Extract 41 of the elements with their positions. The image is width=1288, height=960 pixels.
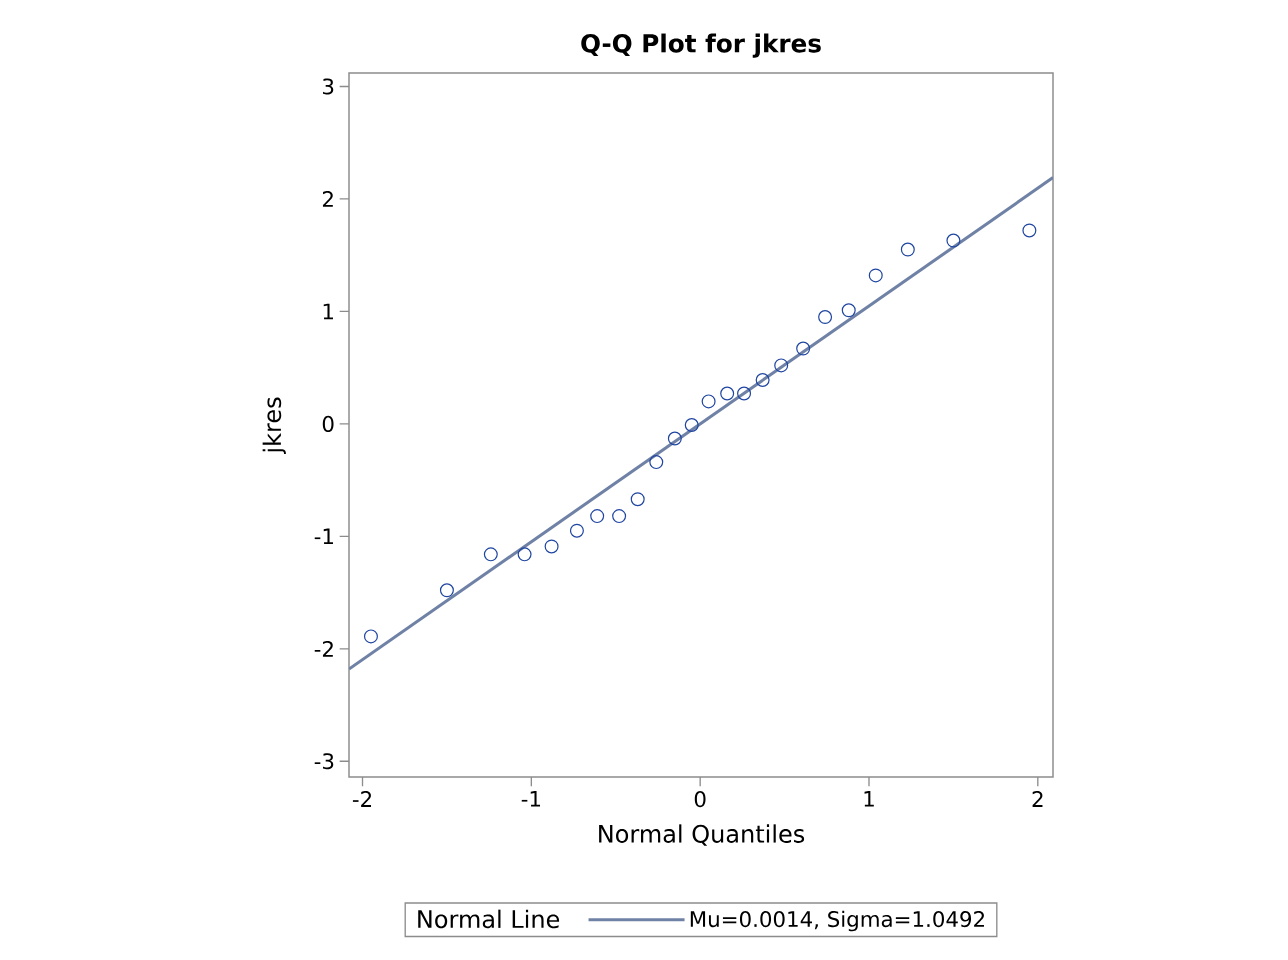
y-tick-label: 1 [323,303,333,320]
point [569,523,584,538]
y-tick-label: 2 [322,191,333,207]
point [590,509,605,524]
point [868,268,883,283]
point [841,303,856,318]
point [612,509,627,524]
point [667,431,682,446]
point [774,358,789,373]
point [737,386,752,401]
point [720,386,735,401]
x-axis-title: Normal Quantiles [599,824,805,846]
chart-title: Q-Q Plot for jkres [581,33,821,58]
point [946,233,961,248]
point [701,394,716,409]
x-tick-label: 2 [1032,791,1043,807]
x-tick-label: -2 [352,791,372,807]
point [649,455,664,470]
y-tick-label: -3 [314,753,334,770]
y-tick-label: -2 [314,640,333,657]
y-tick-label: 3 [323,78,334,95]
point [517,547,532,562]
x-tick-label: -1 [521,791,541,807]
point [818,310,833,325]
x-tick-label: 0 [694,791,706,808]
point [630,492,645,507]
point [1022,223,1037,238]
legend-label: Mu=0.0014, Sigma=1.0492 [690,910,984,932]
point [684,418,699,432]
point [363,629,378,644]
point [900,242,915,257]
point [439,583,454,598]
y-tick-label: 0 [322,415,334,432]
y-tick-label: -1 [314,528,333,545]
point [796,341,811,356]
point [544,539,559,554]
x-tick-label: 1 [864,791,874,807]
point [755,373,770,388]
point [483,547,498,562]
y-axis-title: jkres [262,397,286,455]
legend-title: Normal Line [418,909,560,929]
